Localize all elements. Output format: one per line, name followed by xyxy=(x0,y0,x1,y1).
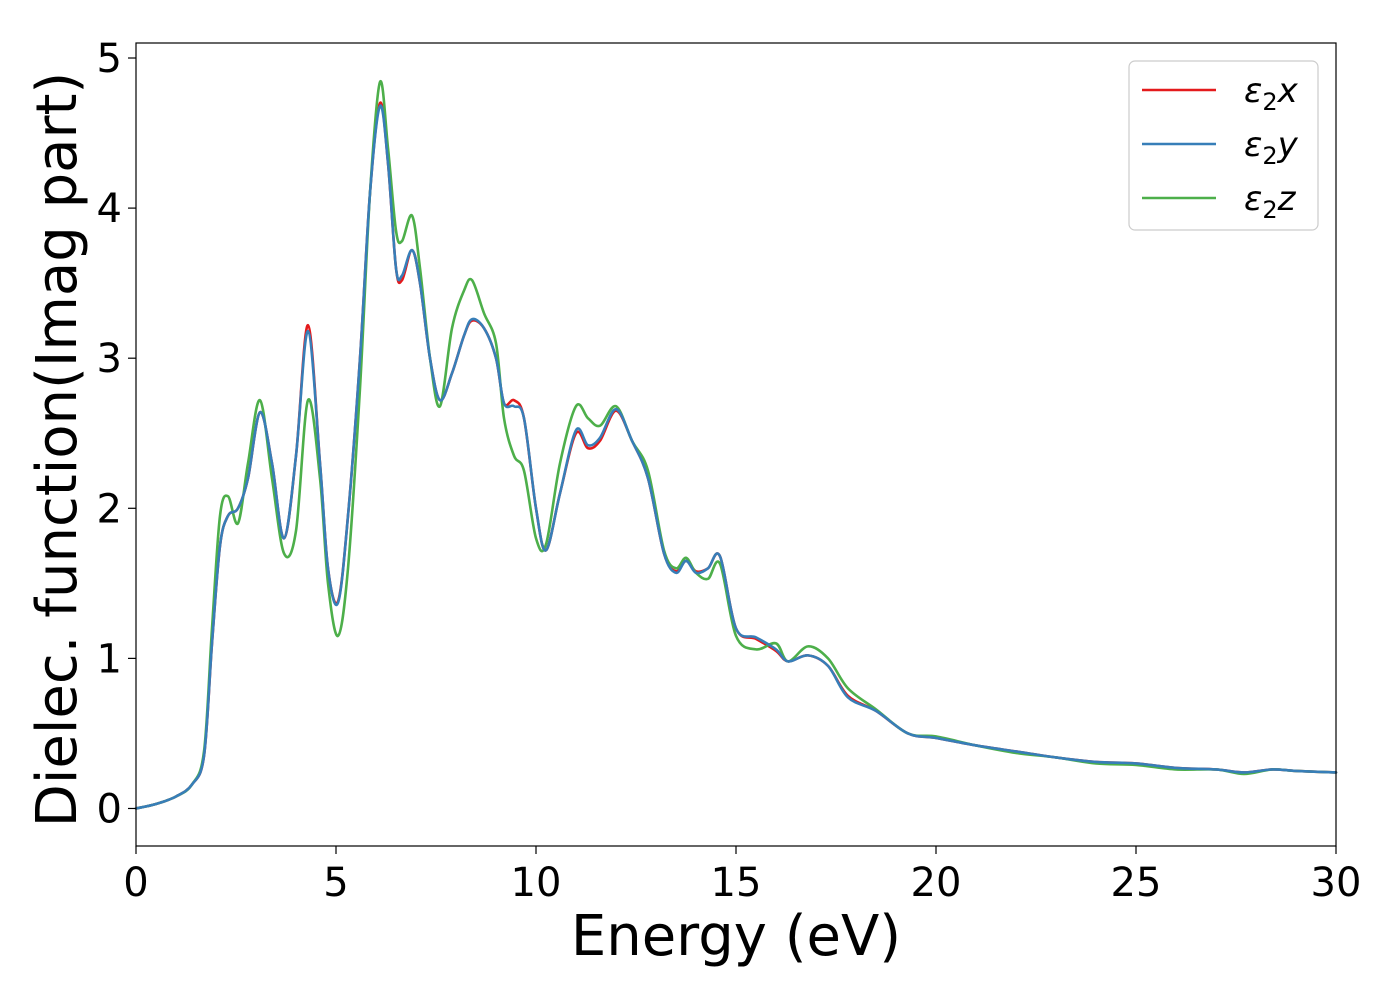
legend-suffix: z xyxy=(1277,179,1297,219)
y-tick-label: 3 xyxy=(97,336,122,382)
x-axis-title: Energy (eV) xyxy=(571,904,901,969)
y-axis: 0 1 2 3 4 5 xyxy=(97,36,136,832)
y-tick-label: 2 xyxy=(97,486,122,532)
x-tick-label: 10 xyxy=(511,860,562,906)
legend-label-y: ε2y xyxy=(1244,125,1299,170)
x-axis: 0 5 10 15 20 25 30 xyxy=(123,846,1361,906)
y-tick-label: 1 xyxy=(97,636,122,682)
x-tick-label: 25 xyxy=(1111,860,1162,906)
y-axis-title: Dielec. function(Imag part) xyxy=(25,72,90,828)
series-layer xyxy=(134,80,1338,810)
x-tick-label: 5 xyxy=(323,860,348,906)
legend-subscript: 2 xyxy=(1262,88,1277,116)
legend-suffix: y xyxy=(1277,125,1299,165)
x-tick-label: 15 xyxy=(711,860,762,906)
legend-box xyxy=(1128,60,1319,231)
legend-suffix: x xyxy=(1277,71,1299,111)
series-line-y xyxy=(134,104,1338,810)
legend-symbol: ε xyxy=(1244,71,1262,111)
legend-label-z: ε2z xyxy=(1244,179,1297,224)
x-tick-label: 30 xyxy=(1311,860,1362,906)
legend-subscript: 2 xyxy=(1262,196,1277,224)
legend-label-x: ε2x xyxy=(1244,71,1299,116)
y-tick-label: 5 xyxy=(97,36,122,82)
legend-symbol: ε xyxy=(1244,179,1262,219)
x-tick-label: 0 xyxy=(123,860,148,906)
x-tick-label: 20 xyxy=(911,860,962,906)
y-tick-label: 0 xyxy=(97,786,122,832)
legend-symbol: ε xyxy=(1244,125,1262,165)
y-tick-label: 4 xyxy=(97,186,122,232)
legend-subscript: 2 xyxy=(1262,142,1277,170)
